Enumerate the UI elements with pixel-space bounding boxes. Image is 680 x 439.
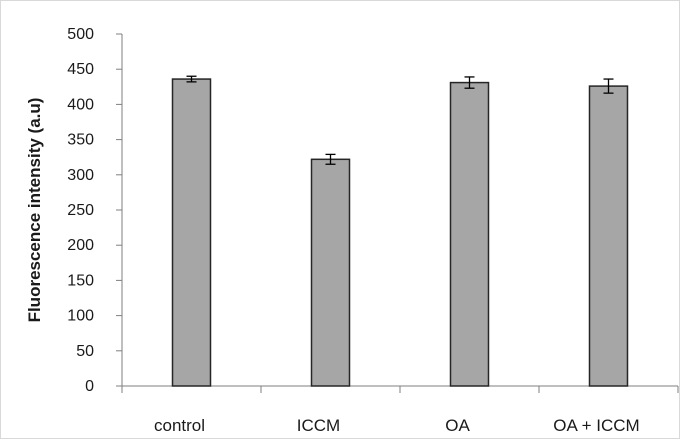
y-tick-label: 400 (67, 96, 94, 113)
error-bar (464, 76, 475, 89)
bar-series (171, 78, 629, 387)
y-tick-label: 200 (67, 237, 94, 254)
y-axis-title: Fluorescence intensity (a.u) (25, 98, 44, 323)
y-tick-label: 350 (67, 132, 94, 149)
y-tick-label: 100 (67, 308, 94, 325)
x-tick-label: OA (445, 416, 470, 435)
category-labels: control ICCM OA OA + ICCM (154, 416, 640, 435)
y-tick-label: 300 (67, 167, 94, 184)
x-tick-label: ICCM (297, 416, 340, 435)
y-tick-label: 50 (76, 343, 94, 360)
error-bar (325, 153, 336, 165)
y-tick-label: 0 (85, 378, 94, 395)
bar (310, 158, 351, 387)
error-bar (186, 75, 197, 83)
x-axis (121, 385, 679, 393)
y-axis: 0 50 100 150 200 250 300 350 400 450 500 (67, 26, 123, 395)
error-bars (186, 75, 614, 165)
y-tick-label: 150 (67, 272, 94, 289)
bar (171, 78, 212, 387)
x-tick-label: control (154, 416, 205, 435)
error-bar (603, 78, 614, 94)
bar (588, 85, 629, 387)
y-tick-label: 500 (67, 26, 94, 43)
y-tick-label: 250 (67, 202, 94, 219)
bar (449, 81, 490, 387)
x-tick-label: OA + ICCM (553, 416, 639, 435)
y-tick-label: 450 (67, 61, 94, 78)
